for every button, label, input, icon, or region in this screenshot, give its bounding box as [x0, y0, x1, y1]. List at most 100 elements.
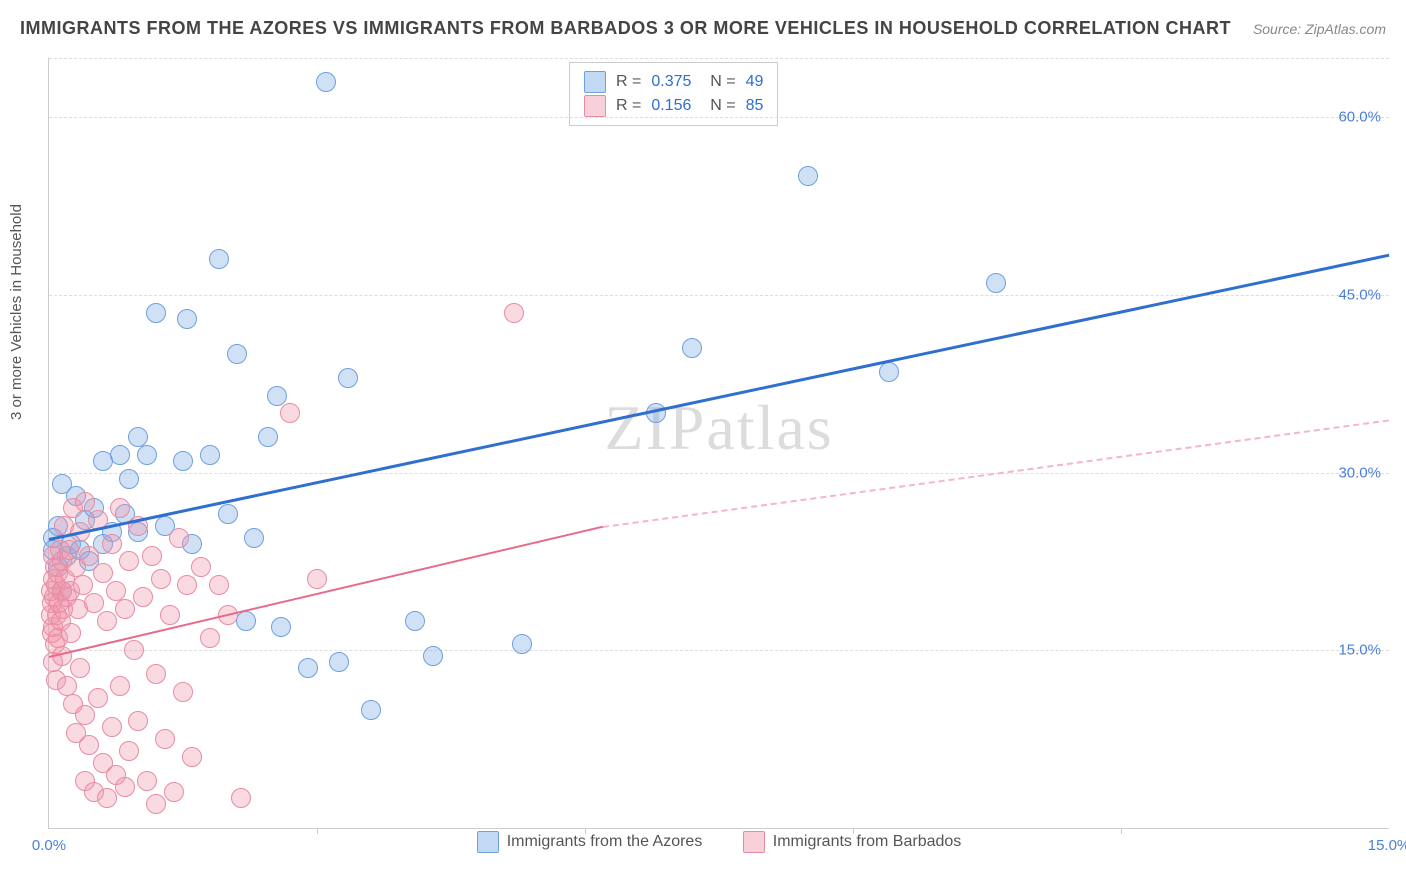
legend-n-value: 85	[746, 97, 764, 115]
scatter-point	[102, 717, 122, 737]
scatter-point	[124, 640, 144, 660]
scatter-point	[423, 646, 443, 666]
scatter-point	[155, 729, 175, 749]
scatter-point	[97, 788, 117, 808]
scatter-point	[61, 623, 81, 643]
chart-source: Source: ZipAtlas.com	[1253, 21, 1386, 37]
scatter-point	[79, 546, 99, 566]
scatter-point	[137, 445, 157, 465]
scatter-point	[102, 534, 122, 554]
legend-r-label: R =	[616, 97, 641, 115]
scatter-point	[146, 303, 166, 323]
legend-r-value: 0.375	[651, 73, 691, 91]
scatter-point	[75, 492, 95, 512]
legend-swatch-blue	[584, 71, 606, 93]
scatter-point	[160, 605, 180, 625]
legend-n-label: N =	[701, 73, 735, 91]
scatter-point	[133, 587, 153, 607]
gridline	[49, 473, 1389, 474]
x-tick-label: 15.0%	[1368, 837, 1406, 854]
chart-header: IMMIGRANTS FROM THE AZORES VS IMMIGRANTS…	[20, 18, 1386, 39]
series-legend: Immigrants from the Azores Immigrants fr…	[49, 831, 1389, 858]
scatter-point	[267, 386, 287, 406]
scatter-point	[218, 504, 238, 524]
scatter-point	[169, 528, 189, 548]
x-tick-mark	[585, 828, 586, 834]
legend-swatch-pink	[743, 831, 765, 853]
scatter-point	[227, 344, 247, 364]
scatter-point	[200, 445, 220, 465]
scatter-point	[137, 771, 157, 791]
legend-label: Immigrants from Barbados	[773, 833, 962, 851]
trendline	[49, 253, 1390, 540]
scatter-point	[271, 617, 291, 637]
scatter-point	[504, 303, 524, 323]
scatter-point	[88, 688, 108, 708]
scatter-point	[209, 575, 229, 595]
scatter-point	[361, 700, 381, 720]
legend-label: Immigrants from the Azores	[507, 833, 703, 851]
scatter-point	[338, 368, 358, 388]
scatter-point	[191, 557, 211, 577]
legend-r-value: 0.156	[651, 97, 691, 115]
y-tick-label: 45.0%	[1338, 286, 1381, 303]
scatter-point	[236, 611, 256, 631]
scatter-point	[986, 273, 1006, 293]
scatter-point	[182, 747, 202, 767]
scatter-point	[110, 676, 130, 696]
y-tick-label: 30.0%	[1338, 464, 1381, 481]
scatter-point	[512, 634, 532, 654]
scatter-point	[115, 777, 135, 797]
scatter-point	[280, 403, 300, 423]
y-axis-label: 3 or more Vehicles in Household	[8, 204, 25, 420]
scatter-point	[405, 611, 425, 631]
x-tick-mark	[853, 828, 854, 834]
scatter-point	[146, 664, 166, 684]
scatter-point	[173, 682, 193, 702]
gridline	[49, 58, 1389, 59]
legend-n-value: 49	[746, 73, 764, 91]
legend-item: Immigrants from Barbados	[743, 831, 962, 853]
legend-swatch-blue	[477, 831, 499, 853]
watermark: ZIPatlas	[604, 391, 833, 465]
scatter-point	[79, 735, 99, 755]
scatter-point	[307, 569, 327, 589]
scatter-point	[258, 427, 278, 447]
scatter-point	[93, 563, 113, 583]
scatter-point	[177, 309, 197, 329]
scatter-point	[798, 166, 818, 186]
scatter-point	[70, 658, 90, 678]
scatter-point	[879, 362, 899, 382]
y-tick-label: 15.0%	[1338, 642, 1381, 659]
legend-row: R = 0.375 N = 49	[584, 71, 763, 93]
legend-item: Immigrants from the Azores	[477, 831, 703, 853]
legend-r-label: R =	[616, 73, 641, 91]
scatter-point	[146, 794, 166, 814]
scatter-point	[128, 711, 148, 731]
scatter-plot-area: ZIPatlas R = 0.375 N = 49 R = 0.156 N = …	[48, 58, 1389, 829]
x-tick-mark	[1121, 828, 1122, 834]
gridline	[49, 117, 1389, 118]
scatter-point	[209, 249, 229, 269]
scatter-point	[177, 575, 197, 595]
gridline	[49, 650, 1389, 651]
scatter-point	[164, 782, 184, 802]
scatter-point	[110, 498, 130, 518]
scatter-point	[110, 445, 130, 465]
scatter-point	[200, 628, 220, 648]
x-tick-mark	[317, 828, 318, 834]
scatter-point	[329, 652, 349, 672]
scatter-point	[97, 611, 117, 631]
scatter-point	[119, 741, 139, 761]
scatter-point	[244, 528, 264, 548]
x-tick-label: 0.0%	[32, 837, 66, 854]
scatter-point	[682, 338, 702, 358]
y-tick-label: 60.0%	[1338, 109, 1381, 126]
legend-row: R = 0.156 N = 85	[584, 95, 763, 117]
scatter-point	[173, 451, 193, 471]
legend-n-label: N =	[701, 97, 735, 115]
scatter-point	[115, 599, 135, 619]
chart-title: IMMIGRANTS FROM THE AZORES VS IMMIGRANTS…	[20, 18, 1231, 39]
scatter-point	[231, 788, 251, 808]
scatter-point	[84, 593, 104, 613]
